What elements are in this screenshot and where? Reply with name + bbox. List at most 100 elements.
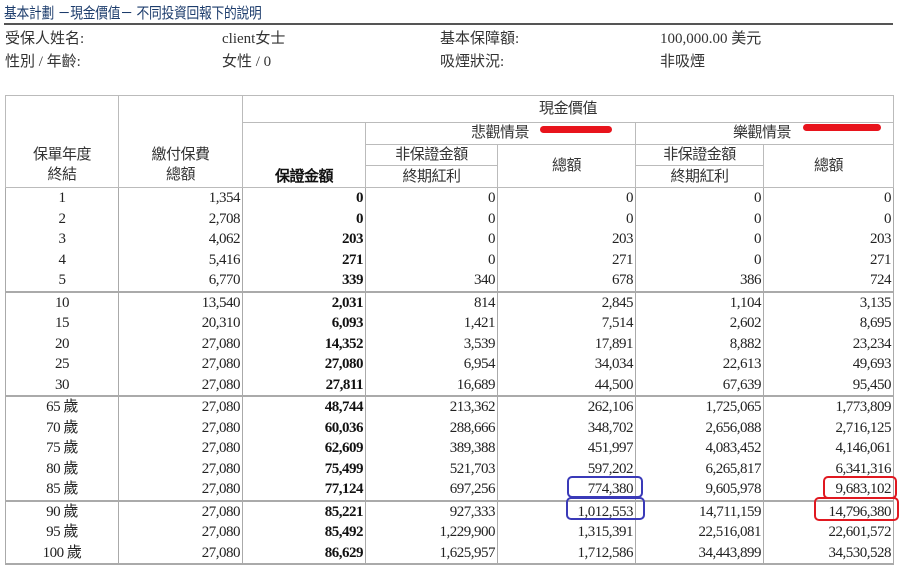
cell-guaranteed: 75,499 [242, 458, 366, 479]
table-row: 100 歲 27,080 86,629 1,625,957 1,712,586 34,44… [5, 542, 894, 565]
table-row: 25 27,080 27,080 6,954 34,034 22,613 49,693 [5, 354, 894, 375]
cell-premium-total: 27,080 [118, 354, 243, 375]
cell-guaranteed: 271 [242, 249, 366, 270]
cell-opt-terminal-bonus: 0 [635, 249, 764, 270]
header-guaranteed: 保證金額 [242, 122, 366, 188]
cell-premium-total: 20,310 [118, 313, 243, 334]
cell-pess-total: 348,702 [497, 417, 636, 438]
cell-opt-total: 0 [763, 187, 894, 209]
cell-pess-terminal-bonus: 1,625,957 [365, 542, 498, 565]
cell-year: 80 歲 [5, 458, 119, 479]
cell-opt-total: 724 [763, 270, 894, 292]
cell-pess-terminal-bonus: 814 [365, 290, 498, 313]
cell-year: 30 [5, 374, 119, 396]
cell-opt-terminal-bonus: 9,605,978 [635, 479, 764, 501]
cell-pess-terminal-bonus: 0 [365, 229, 498, 250]
cell-pess-terminal-bonus: 697,256 [365, 479, 498, 501]
cell-opt-total: 8,695 [763, 313, 894, 334]
cell-opt-total: 4,146,061 [763, 438, 894, 459]
cell-guaranteed: 0 [242, 208, 366, 229]
sum-label: 基本保障額: [440, 31, 520, 47]
cell-premium-total: 5,416 [118, 249, 243, 270]
cell-year: 65 歲 [5, 395, 119, 418]
cell-opt-total: 23,234 [763, 333, 894, 354]
table-row: 5 6,770 339 340 678 386 724 [5, 270, 894, 292]
highlight-circle-red [823, 476, 897, 499]
cell-pess-total: 34,034 [497, 354, 636, 375]
cell-guaranteed: 339 [242, 270, 366, 292]
cell-year: 1 [5, 187, 119, 209]
table-row: 65 歲 27,080 48,744 213,362 262,106 1,725,065 1… [5, 395, 894, 418]
table-row: 3 4,062 203 0 203 0 203 [5, 229, 894, 250]
cell-pess-terminal-bonus: 0 [365, 187, 498, 209]
cell-opt-total: 2,716,125 [763, 417, 894, 438]
cell-guaranteed: 203 [242, 229, 366, 250]
cell-opt-terminal-bonus: 2,602 [635, 313, 764, 334]
cell-pess-terminal-bonus: 521,703 [365, 458, 498, 479]
cell-pess-terminal-bonus: 927,333 [365, 499, 498, 522]
cell-opt-total: 14,796,380 [763, 499, 894, 522]
cell-year: 4 [5, 249, 119, 270]
cell-year: 15 [5, 313, 119, 334]
cell-opt-total: 95,450 [763, 374, 894, 396]
cell-year: 2 [5, 208, 119, 229]
table-row: 90 歲 27,080 85,221 927,333 1,012,553 14,711,1… [5, 499, 894, 522]
cell-pess-terminal-bonus: 6,954 [365, 354, 498, 375]
cell-pess-total: 678 [497, 270, 636, 292]
table-row: 1 1,354 0 0 0 0 0 [5, 187, 894, 209]
cell-pess-terminal-bonus: 16,689 [365, 374, 498, 396]
page-title: 基本計劃 －現金價值－ 不同投資回報下的說明 [4, 4, 262, 22]
highlight-circle-blue [567, 476, 643, 498]
cell-year: 10 [5, 290, 119, 313]
cell-year: 85 歲 [5, 479, 119, 501]
header-terminal-bonus-pess: 終期紅利 [365, 165, 498, 188]
table-row: 4 5,416 271 0 271 0 271 [5, 249, 894, 270]
cell-pess-total: 17,891 [497, 333, 636, 354]
cell-year: 5 [5, 270, 119, 292]
header-non-guaranteed-pess: 非保證金額 [365, 143, 498, 166]
cell-premium-total: 6,770 [118, 270, 243, 292]
table-row: 95 歲 27,080 85,492 1,229,900 1,315,391 22,516… [5, 522, 894, 543]
cell-premium-total: 4,062 [118, 229, 243, 250]
cell-premium-total: 27,080 [118, 374, 243, 396]
cell-opt-terminal-bonus: 0 [635, 187, 764, 209]
cell-pess-total: 0 [497, 208, 636, 229]
cell-guaranteed: 0 [242, 187, 366, 209]
gender-label: 性別 / 年齡: [5, 54, 81, 70]
cell-guaranteed: 60,036 [242, 417, 366, 438]
sum-value: 100,000.00 美元 [660, 31, 762, 47]
cell-pess-terminal-bonus: 288,666 [365, 417, 498, 438]
cell-opt-terminal-bonus: 1,104 [635, 290, 764, 313]
table-row: 10 13,540 2,031 814 2,845 1,104 3,135 [5, 290, 894, 313]
header-total-pess: 總額 [497, 143, 636, 188]
cell-opt-total: 9,683,102 [763, 479, 894, 501]
cash-value-table: 保單年度 終結 繳付保費 總額 現金價值 保證金額 悲觀情景 樂觀情景 非保證金額 … [5, 95, 894, 565]
cell-year: 3 [5, 229, 119, 250]
cell-pess-total: 203 [497, 229, 636, 250]
cell-opt-terminal-bonus: 2,656,088 [635, 417, 764, 438]
cell-premium-total: 27,080 [118, 522, 243, 543]
cell-pess-terminal-bonus: 1,229,900 [365, 522, 498, 543]
table-row: 2 2,708 0 0 0 0 0 [5, 208, 894, 229]
cell-year: 25 [5, 354, 119, 375]
table-row: 20 27,080 14,352 3,539 17,891 8,882 23,234 [5, 333, 894, 354]
cell-opt-total: 6,341,316 [763, 458, 894, 479]
cell-pess-total: 262,106 [497, 395, 636, 418]
cell-opt-terminal-bonus: 22,613 [635, 354, 764, 375]
cell-premium-total: 27,080 [118, 417, 243, 438]
insured-label: 受保人姓名: [5, 31, 85, 47]
cell-opt-terminal-bonus: 34,443,899 [635, 542, 764, 565]
cell-year: 70 歲 [5, 417, 119, 438]
cell-pess-total: 0 [497, 187, 636, 209]
smoke-label: 吸煙狀況: [440, 54, 505, 70]
cell-pess-terminal-bonus: 1,421 [365, 313, 498, 334]
highlight-circle-red [814, 497, 899, 521]
cell-guaranteed: 48,744 [242, 395, 366, 418]
cell-pess-total: 1,712,586 [497, 542, 636, 565]
cell-opt-terminal-bonus: 386 [635, 270, 764, 292]
cell-guaranteed: 14,352 [242, 333, 366, 354]
cell-pess-terminal-bonus: 0 [365, 208, 498, 229]
cell-opt-total: 203 [763, 229, 894, 250]
cell-pess-terminal-bonus: 3,539 [365, 333, 498, 354]
header-total-opt: 總額 [763, 143, 894, 188]
